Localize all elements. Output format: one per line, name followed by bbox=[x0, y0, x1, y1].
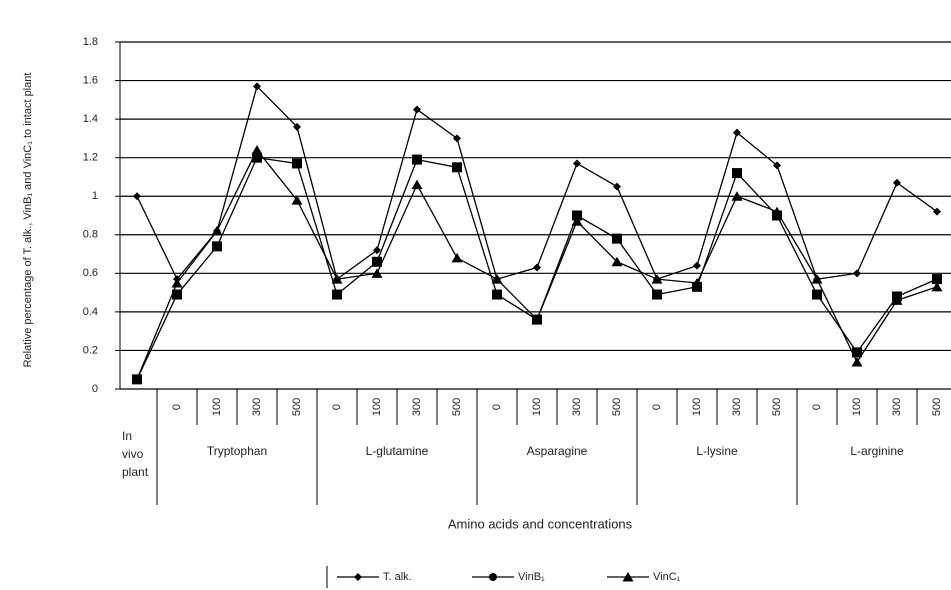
x-tick-label: 500 bbox=[291, 398, 303, 416]
marker bbox=[412, 154, 422, 165]
marker bbox=[773, 161, 781, 170]
marker bbox=[371, 268, 383, 278]
series-line bbox=[136, 85, 938, 281]
group-label: L-lysine bbox=[696, 444, 738, 458]
marker bbox=[491, 274, 503, 284]
x-tick-label: 0 bbox=[651, 404, 663, 410]
marker bbox=[373, 246, 381, 255]
x-tick-label: 500 bbox=[451, 398, 463, 416]
marker bbox=[573, 159, 581, 168]
group-label-box: In vivo plant bbox=[122, 429, 149, 479]
marker bbox=[853, 269, 861, 278]
group-label: L-glutamine bbox=[366, 444, 429, 458]
marker bbox=[651, 274, 663, 284]
y-tick-label: 1.8 bbox=[83, 36, 98, 48]
y-tick-label: 1.6 bbox=[83, 74, 98, 86]
marker bbox=[733, 128, 741, 137]
marker bbox=[771, 206, 783, 217]
legend-marker bbox=[489, 573, 497, 581]
marker bbox=[812, 289, 822, 300]
legend-label: T. alk. bbox=[383, 571, 412, 583]
marker bbox=[453, 134, 461, 143]
marker bbox=[693, 261, 701, 270]
y-tick-label: 0.2 bbox=[83, 344, 98, 356]
group-label: L-arginine bbox=[850, 444, 904, 458]
y-axis-label: Relative percentage of T. alk., VinB₁ an… bbox=[22, 73, 34, 368]
legend-marker bbox=[622, 572, 634, 582]
marker bbox=[451, 252, 463, 263]
marker bbox=[932, 274, 942, 285]
x-tick-label: 500 bbox=[771, 398, 783, 416]
y-tick-label: 0.8 bbox=[83, 229, 98, 241]
marker bbox=[571, 216, 583, 226]
marker bbox=[452, 162, 462, 173]
legend-marker bbox=[354, 573, 362, 581]
marker bbox=[891, 295, 903, 305]
marker bbox=[572, 210, 582, 221]
marker bbox=[293, 122, 301, 131]
y-tick-label: 1.2 bbox=[83, 152, 98, 164]
group-label: Tryptophan bbox=[207, 444, 267, 458]
y-tick-label: 1.4 bbox=[83, 113, 98, 125]
marker bbox=[253, 82, 261, 91]
marker bbox=[492, 289, 502, 300]
marker bbox=[291, 195, 303, 205]
x-tick-label: 100 bbox=[691, 398, 703, 416]
marker bbox=[292, 158, 302, 169]
marker bbox=[811, 274, 823, 284]
marker bbox=[613, 182, 621, 191]
x-tick-label: 100 bbox=[371, 398, 383, 416]
marker bbox=[212, 241, 222, 252]
marker bbox=[211, 225, 223, 236]
x-tick-label: 0 bbox=[171, 404, 183, 410]
x-tick-label: 0 bbox=[811, 404, 823, 410]
marker bbox=[612, 233, 622, 244]
legend-label: VinB₁ bbox=[518, 571, 545, 583]
marker bbox=[731, 191, 743, 201]
marker bbox=[931, 281, 943, 292]
marker bbox=[413, 105, 421, 114]
marker bbox=[131, 374, 143, 384]
y-tick-label: 0 bbox=[92, 383, 98, 395]
marker bbox=[172, 289, 182, 300]
marker bbox=[372, 256, 382, 267]
x-tick-label: 300 bbox=[731, 398, 743, 416]
x-tick-label: 500 bbox=[931, 398, 943, 416]
marker bbox=[332, 289, 342, 300]
y-tick-label: 0.4 bbox=[83, 306, 98, 318]
y-tick-label: 0.6 bbox=[83, 267, 98, 279]
x-tick-label: 300 bbox=[411, 398, 423, 416]
marker bbox=[933, 207, 941, 216]
group-label: Asparagine bbox=[527, 444, 588, 458]
marker bbox=[251, 144, 263, 155]
x-tick-label: 300 bbox=[571, 398, 583, 416]
marker bbox=[852, 347, 862, 358]
x-tick-label: 0 bbox=[331, 404, 343, 410]
marker bbox=[851, 357, 863, 367]
x-tick-label: 100 bbox=[531, 398, 543, 416]
marker bbox=[893, 178, 901, 187]
marker bbox=[411, 179, 423, 190]
marker bbox=[133, 192, 141, 201]
legend-label: VinC₁ bbox=[653, 571, 681, 583]
x-tick-label: 0 bbox=[491, 404, 503, 410]
x-tick-label: 500 bbox=[611, 398, 623, 416]
marker bbox=[531, 314, 543, 325]
y-tick-label: 1 bbox=[92, 190, 98, 202]
x-axis-label: Amino acids and concentrations bbox=[448, 516, 633, 531]
marker bbox=[732, 168, 742, 179]
x-tick-label: 100 bbox=[211, 398, 223, 416]
x-tick-label: 300 bbox=[251, 398, 263, 416]
x-tick-label: 100 bbox=[851, 398, 863, 416]
marker bbox=[171, 277, 183, 288]
marker bbox=[611, 256, 623, 267]
marker bbox=[533, 263, 541, 272]
group-label: In vivo plant bbox=[122, 429, 149, 479]
marker bbox=[331, 274, 343, 284]
marker bbox=[652, 289, 662, 300]
x-tick-label: 300 bbox=[891, 398, 903, 416]
marker bbox=[691, 277, 703, 288]
marker bbox=[252, 152, 262, 163]
